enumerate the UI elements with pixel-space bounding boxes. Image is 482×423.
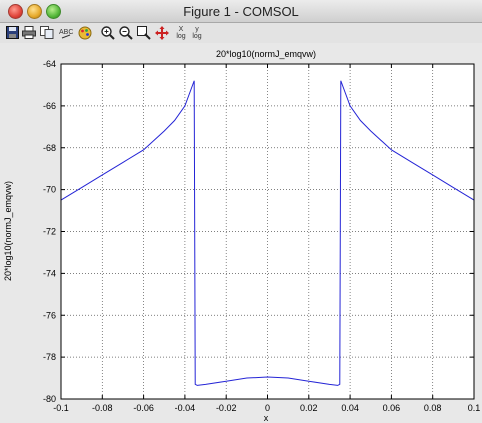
x-tick-label: 0.06 [383,403,401,413]
plot-frame [60,63,475,400]
zoom-in-icon[interactable] [100,24,116,41]
zoom-out-icon[interactable] [118,24,134,41]
x-tick-label: 0 [265,403,270,413]
zoom-window-button[interactable] [46,4,61,19]
series-line [60,80,475,386]
close-window-button[interactable] [8,4,23,19]
copy-icon[interactable] [39,24,55,41]
window-title: Figure 1 - COMSOL [183,4,299,19]
save-icon[interactable] [4,24,20,41]
y-log-toggle[interactable]: y log [189,24,205,41]
y-tick-label: -78 [43,352,56,362]
title-bar: Figure 1 - COMSOL [0,0,482,23]
y-tick-label: -70 [43,185,56,195]
x-tick-label: -0.04 [175,403,196,413]
x-tick-label: 0.1 [468,403,481,413]
x-log-label: X [178,25,184,33]
y-tick-label: -74 [43,268,56,278]
y-log-label: y [195,25,199,33]
series-layer [60,80,475,386]
x-tick-labels: -0.1 -0.08 -0.06 -0.04 -0.02 0 0.02 0.04 0.06 0.0… [53,403,480,413]
y-tick-label: -76 [43,310,56,320]
figure-area: 20*log10(normJ_emqvw) -0.1 -0.08 -0.06 -0.0… [0,44,482,423]
pan-icon[interactable] [154,24,170,41]
x-tick-label: 0.04 [341,403,359,413]
y-log-sublabel: log [192,32,202,40]
zoom-extents-icon[interactable] [136,24,152,41]
chart-title: 20*log10(normJ_emqvw) [216,49,316,59]
y-tick-labels: -80 -78 -76 -74 -72 -70 -68 -66 -64 [43,59,56,404]
x-axis-label: x [264,413,269,423]
x-tick-label: -0.08 [92,403,113,413]
y-tick-label: -68 [43,143,56,153]
y-tick-label: -64 [43,59,56,69]
x-tick-label: 0.02 [300,403,318,413]
x-log-sublabel: log [176,32,186,40]
color-icon[interactable] [77,24,93,41]
x-tick-label: -0.1 [53,403,69,413]
x-tick-label: -0.06 [133,403,154,413]
print-icon[interactable] [21,24,37,41]
minimize-window-button[interactable] [27,4,42,19]
chart-svg[interactable]: 20*log10(normJ_emqvw) -0.1 -0.08 -0.06 -0.0… [0,44,482,423]
text-icon[interactable]: ABC [58,24,74,41]
y-tick-label: -66 [43,101,56,111]
grid [61,64,474,399]
y-axis-label: 20*log10(normJ_emqvw) [3,181,13,281]
svg-text:ABC: ABC [59,29,73,36]
x-tick-label: -0.02 [216,403,237,413]
y-tick-label: -80 [43,394,56,404]
x-tick-label: 0.08 [424,403,442,413]
y-tick-label: -72 [43,227,56,237]
